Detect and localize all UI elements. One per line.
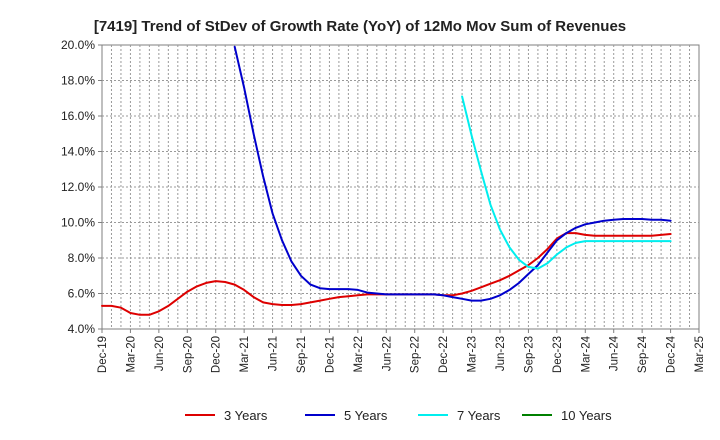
x-axis-ticks: Dec-19 Mar-20 Jun-20 Sep-20 Dec-20 Mar-21 Jun-…	[97, 329, 706, 373]
x-tick-label: Jun-22	[381, 336, 393, 371]
y-tick-label: 4.0%	[68, 322, 96, 336]
y-tick-label: 18.0%	[61, 74, 95, 88]
legend: 3 Years 5 Years 7 Years 10 Years	[185, 408, 612, 423]
x-tick-label: Mar-24	[580, 335, 592, 372]
legend-label-10-years: 10 Years	[561, 408, 612, 423]
x-tick-label: Mar-20	[125, 336, 137, 372]
legend-label-3-years: 3 Years	[224, 408, 268, 423]
series-lines	[101, 45, 672, 316]
y-tick-label: 6.0%	[68, 287, 96, 301]
x-tick-label: Sep-22	[410, 336, 422, 373]
series-line-7-years	[461, 95, 672, 270]
legend-label-5-years: 5 Years	[344, 408, 388, 423]
y-tick-label: 8.0%	[68, 251, 96, 265]
x-tick-label: Dec-24	[666, 335, 678, 373]
chart-title: [7419] Trend of StDev of Growth Rate (Yo…	[94, 18, 626, 35]
x-tick-label: Jun-24	[609, 335, 621, 371]
y-tick-label: 12.0%	[61, 180, 95, 194]
x-tick-label: Sep-20	[182, 336, 194, 373]
legend-label-7-years: 7 Years	[457, 408, 501, 423]
y-tick-label: 10.0%	[61, 216, 95, 230]
x-tick-label: Dec-19	[97, 336, 109, 373]
y-tick-label: 20.0%	[61, 38, 95, 52]
x-tick-label: Sep-21	[296, 336, 308, 373]
x-tick-label: Dec-23	[552, 336, 564, 373]
x-tick-label: Jun-20	[154, 336, 166, 371]
y-tick-label: 14.0%	[61, 145, 95, 159]
x-tick-label: Sep-24	[637, 335, 649, 373]
x-tick-label: Dec-20	[211, 336, 223, 373]
x-tick-label: Mar-25	[694, 336, 706, 372]
x-tick-label: Sep-23	[523, 336, 535, 373]
x-tick-label: Dec-22	[438, 336, 450, 373]
x-tick-label: Mar-22	[353, 336, 365, 372]
series-line-5-years	[233, 45, 672, 302]
x-tick-label: Dec-21	[324, 336, 336, 373]
x-tick-label: Mar-23	[467, 336, 479, 372]
x-tick-label: Mar-21	[239, 336, 251, 372]
x-tick-label: Jun-23	[495, 336, 507, 371]
y-axis-ticks: 4.0% 6.0% 8.0% 10.0% 12.0% 14.0% 16.0% 18.0% 20.…	[61, 38, 102, 336]
y-tick-label: 16.0%	[61, 109, 95, 123]
x-tick-label: Jun-21	[268, 336, 280, 371]
